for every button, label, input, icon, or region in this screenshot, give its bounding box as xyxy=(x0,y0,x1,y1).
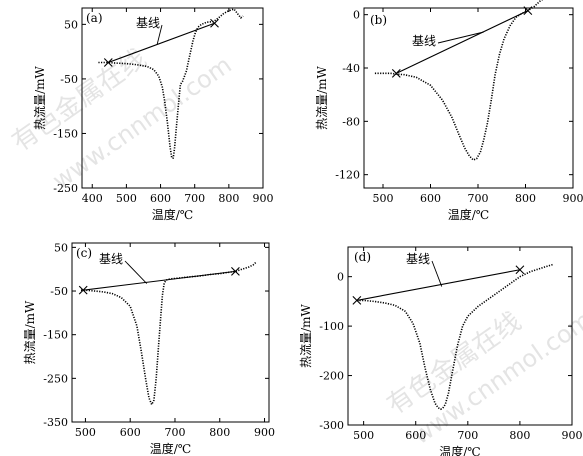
baseline-label: 基线 xyxy=(412,34,436,48)
chart-panel-d: 500 600 700 800 900 0 -100 -200 -300 温度/℃ 热流量/mW (d… xyxy=(299,246,583,456)
y-axis-title: 热流量/mW xyxy=(33,65,47,129)
x-tick-label: 900 xyxy=(253,192,274,205)
x-tick-label: 800 xyxy=(218,192,239,205)
x-tick-label: 500 xyxy=(373,192,394,205)
baseline-line xyxy=(356,269,521,301)
dsc-curve xyxy=(81,262,257,407)
panel-label: (c) xyxy=(76,246,92,260)
baseline-label: 基线 xyxy=(406,252,430,266)
baseline-endpoint-marker xyxy=(515,265,525,275)
y-axis-title: 热流量/mW xyxy=(23,300,37,364)
plot-frame xyxy=(363,7,574,189)
y-tick-label: -80 xyxy=(342,115,360,128)
baseline-endpoint-marker xyxy=(78,285,88,295)
x-axis-title: 温度/℃ xyxy=(150,441,191,456)
x-axis-title: 温度/℃ xyxy=(448,207,489,222)
x-tick-label: 500 xyxy=(116,192,137,205)
chart-panel-a: 400 500 600 700 800 900 50 -50 -150 -250 温度/℃ 热流量/m… xyxy=(33,7,274,222)
y-tick-label: -250 xyxy=(43,372,68,385)
baseline-endpoint-marker xyxy=(352,296,362,305)
x-tick-label: 700 xyxy=(164,426,185,439)
x-tick-label: 900 xyxy=(562,429,583,442)
x-axis-title: 温度/℃ xyxy=(152,207,193,222)
y-tick-label: -250 xyxy=(53,182,78,195)
x-tick-label: 400 xyxy=(82,192,103,205)
y-tick-label: -50 xyxy=(50,285,68,298)
y-axis-title: 热流量/mW xyxy=(299,303,313,367)
y-tick-label: -100 xyxy=(319,320,344,333)
y-tick-label: 0 xyxy=(353,9,360,22)
x-tick-label: 900 xyxy=(563,192,583,205)
x-tick-label: 600 xyxy=(120,426,141,439)
baseline-endpoint-marker xyxy=(523,6,533,16)
baseline-label: 基线 xyxy=(136,16,160,30)
chart-panels: 400 500 600 700 800 90050-50-150-250温度/℃热流量/m… xyxy=(23,0,583,456)
baseline-endpoint-marker xyxy=(391,68,401,78)
x-tick-label: 600 xyxy=(150,192,171,205)
x-tick-label: 700 xyxy=(457,429,478,442)
y-tick-label: -300 xyxy=(319,419,344,432)
x-tick-label: 500 xyxy=(353,429,374,442)
baseline-leader-line xyxy=(437,31,484,44)
y-axis-title: 热流量/mW xyxy=(315,65,329,129)
panel-label: (b) xyxy=(370,13,387,27)
y-tick-label: -120 xyxy=(335,169,360,182)
y-tick-label: -50 xyxy=(60,73,78,86)
y-tick-label: -200 xyxy=(319,370,344,383)
x-tick-label: 600 xyxy=(405,429,426,442)
baseline-line xyxy=(108,22,215,64)
baseline-leader-line xyxy=(156,24,163,45)
chart-panel-c: 500 600 700 800 900 50 -50 -150 -250 -350 温度/℃ 热流量/… xyxy=(23,241,275,456)
dsc-curve xyxy=(374,0,544,161)
panel-label: (d) xyxy=(354,250,371,264)
x-axis-title: 温度/℃ xyxy=(439,444,480,456)
baseline-leader-line xyxy=(124,260,148,284)
x-tick-label: 500 xyxy=(75,426,96,439)
x-tick-label: 800 xyxy=(209,426,230,439)
plot-frame xyxy=(71,242,270,423)
baseline-endpoint-marker xyxy=(231,266,240,276)
x-tick-label: 700 xyxy=(468,192,489,205)
baseline-line xyxy=(83,270,236,291)
x-tick-label: 900 xyxy=(254,426,275,439)
panel-label: (a) xyxy=(86,11,103,25)
baseline-endpoint-marker xyxy=(103,58,113,67)
plot-frame xyxy=(347,246,573,426)
dsc-curve xyxy=(356,263,555,411)
y-tick-label: 0 xyxy=(337,271,344,284)
y-tick-label: 50 xyxy=(54,241,68,254)
y-tick-label: -150 xyxy=(43,329,68,342)
x-tick-label: 600 xyxy=(420,192,441,205)
y-tick-label: -150 xyxy=(53,127,78,140)
plot-frame xyxy=(81,7,264,189)
y-tick-label: 50 xyxy=(64,18,78,31)
baseline-leader-line xyxy=(431,260,443,287)
x-tick-label: 700 xyxy=(184,192,205,205)
y-tick-label: -350 xyxy=(43,416,68,429)
baseline-label: 基线 xyxy=(99,252,123,266)
x-tick-label: 800 xyxy=(509,429,530,442)
baseline-line xyxy=(396,10,529,74)
y-tick-label: -40 xyxy=(342,62,360,75)
chart-panel-b: 500 600 700 800 900 0 -40 -80 -120 温度/℃ 热流量/mW (b) 基… xyxy=(315,0,583,222)
baseline-endpoint-marker xyxy=(210,18,219,28)
x-tick-label: 800 xyxy=(515,192,536,205)
